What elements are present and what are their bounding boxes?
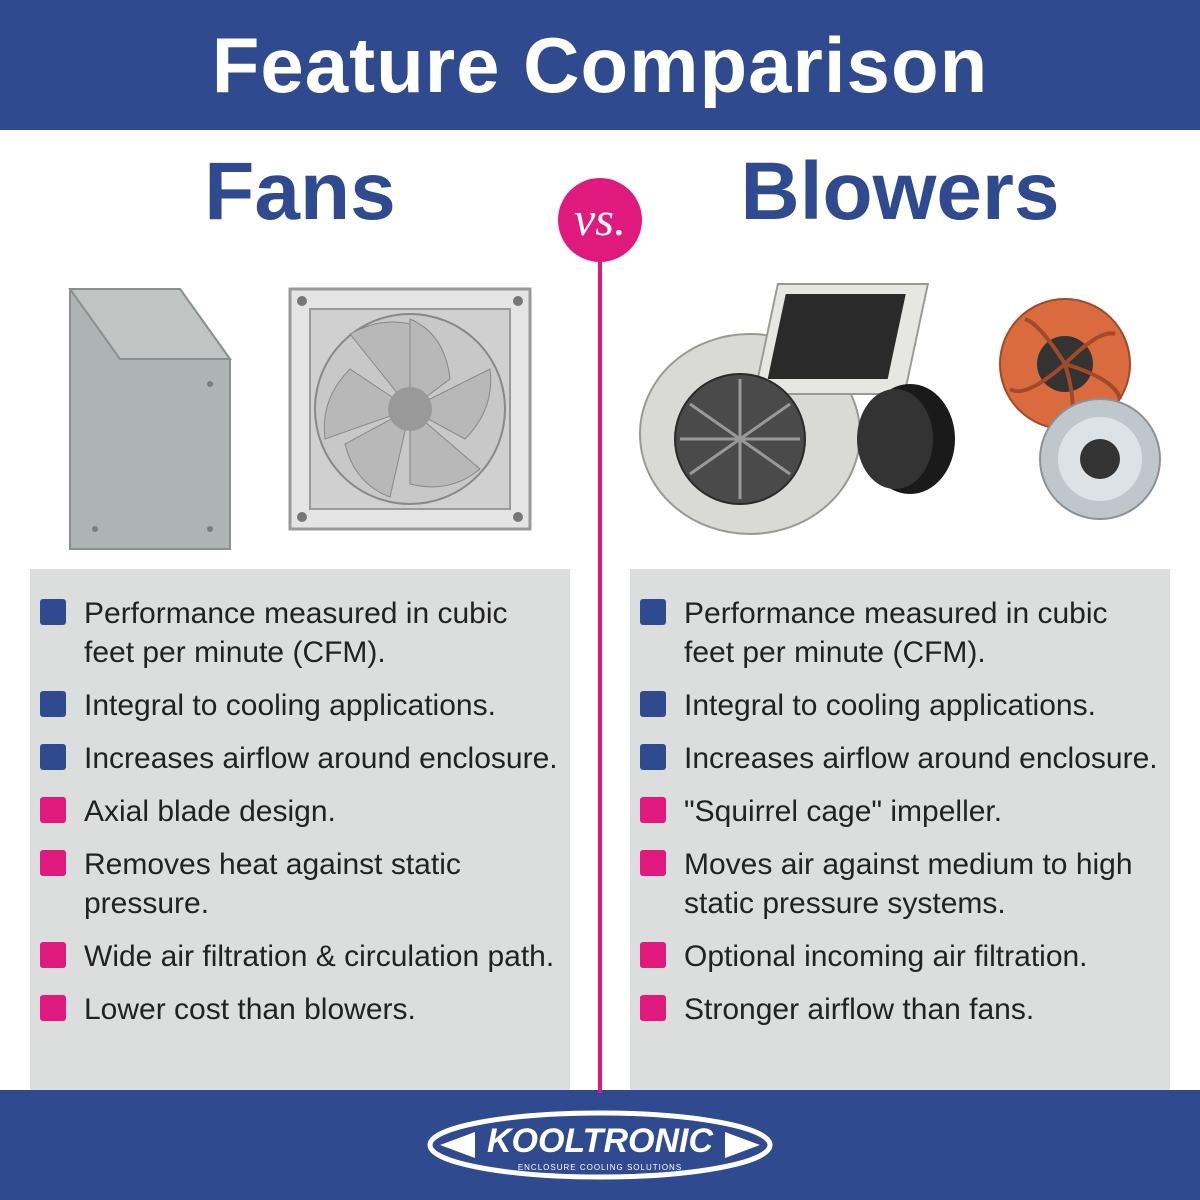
bullet-unique-icon — [640, 942, 666, 968]
bullet-unique-icon — [40, 850, 66, 876]
feature-text: Optional incoming air filtration. — [684, 937, 1088, 976]
bullet-unique-icon — [40, 995, 66, 1021]
feature-item: Stronger airflow than fans. — [640, 990, 1160, 1029]
left-image-zone — [30, 249, 570, 569]
enclosure-box-icon — [60, 259, 260, 559]
feature-item: Wide air filtration & circulation path. — [40, 937, 560, 976]
feature-item: Integral to cooling applications. — [640, 686, 1160, 725]
feature-text: Removes heat against static pressure. — [84, 845, 560, 923]
center-divider — [598, 245, 602, 1093]
logo-subtext: ENCLOSURE COOLING SOLUTIONS — [518, 1163, 682, 1172]
bullet-unique-icon — [40, 942, 66, 968]
feature-item: Increases airflow around enclosure. — [640, 739, 1160, 778]
vs-label: vs. — [574, 196, 626, 244]
bullet-unique-icon — [640, 797, 666, 823]
feature-item: Axial blade design. — [40, 792, 560, 831]
kooltronic-logo-icon: KOOLTRONIC ENCLOSURE COOLING SOLUTIONS — [420, 1100, 780, 1190]
feature-text: Moves air against medium to high static … — [684, 845, 1160, 923]
header-banner: Feature Comparison — [0, 0, 1200, 130]
comparison-columns: vs. Fans — [0, 130, 1200, 1090]
feature-item: Performance measured in cubic feet per m… — [640, 594, 1160, 672]
left-column: Fans — [0, 130, 600, 1090]
bullet-common-icon — [40, 599, 66, 625]
feature-text: Integral to cooling applications. — [84, 686, 496, 725]
bullet-unique-icon — [640, 850, 666, 876]
bullet-common-icon — [640, 691, 666, 717]
feature-text: Performance measured in cubic feet per m… — [84, 594, 560, 672]
right-column: Blowers — [600, 130, 1200, 1090]
right-column-title: Blowers — [630, 140, 1170, 249]
feature-item: Moves air against medium to high static … — [640, 845, 1160, 923]
centrifugal-blower-icon — [630, 274, 960, 544]
feature-text: Increases airflow around enclosure. — [84, 739, 558, 778]
feature-text: Lower cost than blowers. — [84, 990, 416, 1029]
feature-text: Performance measured in cubic feet per m… — [684, 594, 1160, 672]
logo-text: KOOLTRONIC — [487, 1122, 713, 1160]
feature-item: Performance measured in cubic feet per m… — [40, 594, 560, 672]
right-image-zone — [630, 249, 1170, 569]
footer-banner: KOOLTRONIC ENCLOSURE COOLING SOLUTIONS — [0, 1090, 1200, 1200]
bullet-common-icon — [40, 744, 66, 770]
bullet-common-icon — [640, 744, 666, 770]
feature-item: Increases airflow around enclosure. — [40, 739, 560, 778]
feature-text: Stronger airflow than fans. — [684, 990, 1034, 1029]
feature-item: Removes heat against static pressure. — [40, 845, 560, 923]
bullet-common-icon — [640, 599, 666, 625]
feature-text: Increases airflow around enclosure. — [684, 739, 1158, 778]
bullet-unique-icon — [640, 995, 666, 1021]
right-features-list: Performance measured in cubic feet per m… — [630, 569, 1170, 1090]
feature-item: Optional incoming air filtration. — [640, 937, 1160, 976]
feature-text: Wide air filtration & circulation path. — [84, 937, 554, 976]
feature-text: Integral to cooling applications. — [684, 686, 1096, 725]
left-features-list: Performance measured in cubic feet per m… — [30, 569, 570, 1090]
left-column-title: Fans — [30, 140, 570, 249]
feature-item: Integral to cooling applications. — [40, 686, 560, 725]
impeller-pair-icon — [980, 294, 1170, 524]
feature-text: Axial blade design. — [84, 792, 336, 831]
vs-badge: vs. — [558, 178, 642, 262]
feature-item: "Squirrel cage" impeller. — [640, 792, 1160, 831]
page-title: Feature Comparison — [212, 20, 988, 111]
axial-fan-icon — [280, 279, 540, 539]
bullet-common-icon — [40, 691, 66, 717]
feature-text: "Squirrel cage" impeller. — [684, 792, 1002, 831]
bullet-unique-icon — [40, 797, 66, 823]
feature-item: Lower cost than blowers. — [40, 990, 560, 1029]
